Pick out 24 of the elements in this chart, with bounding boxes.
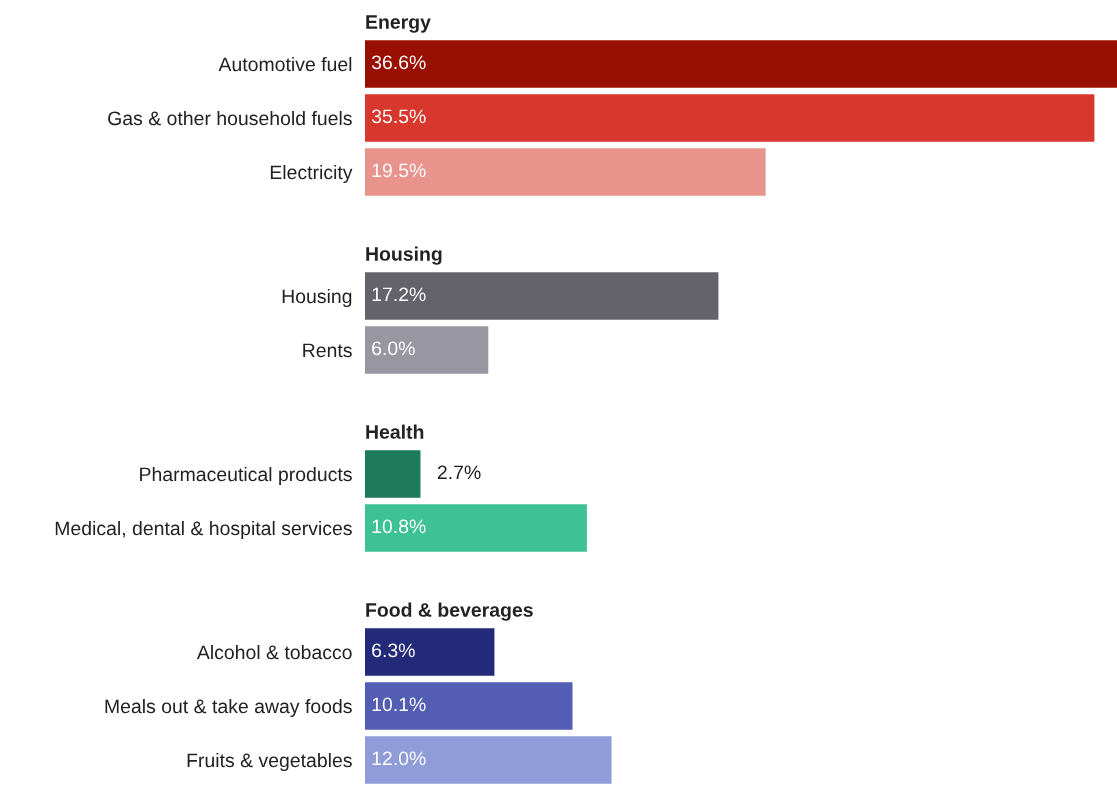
y-tick-label: Fruits & vegetables xyxy=(187,752,352,772)
data-label: 17.2% xyxy=(372,287,426,302)
data-label: 6.3% xyxy=(372,643,415,658)
y-tick-label: Automotive fuel xyxy=(218,56,352,72)
y-tick-label: Housing xyxy=(282,288,352,308)
chart-title: Food & beverages xyxy=(366,602,533,621)
chart-title: Housing xyxy=(366,246,442,265)
y-tick-label: Gas & other household fuels xyxy=(108,110,352,126)
data-label: 19.5% xyxy=(372,163,426,178)
y-tick-label: Medical, dental & hospital services xyxy=(55,520,352,540)
y-tick-label: Pharmaceutical products xyxy=(140,466,352,486)
data-label: 6.0% xyxy=(372,341,415,356)
data-label: 2.7% xyxy=(437,465,481,480)
y-tick-label: Meals out & take away foods xyxy=(105,698,352,718)
data-label: 10.8% xyxy=(372,519,426,534)
y-tick-label: Alcohol & tobacco xyxy=(196,644,352,660)
data-label: 36.6% xyxy=(371,55,426,70)
chart-title: Health xyxy=(366,424,424,439)
y-tick-label: Electricity xyxy=(270,164,353,184)
data-label: 35.5% xyxy=(371,109,426,124)
data-label: 12.0% xyxy=(372,751,426,766)
data-label: 10.1% xyxy=(372,697,426,712)
y-tick-label: Rents xyxy=(303,343,352,358)
chart-title: Energy xyxy=(366,15,431,33)
